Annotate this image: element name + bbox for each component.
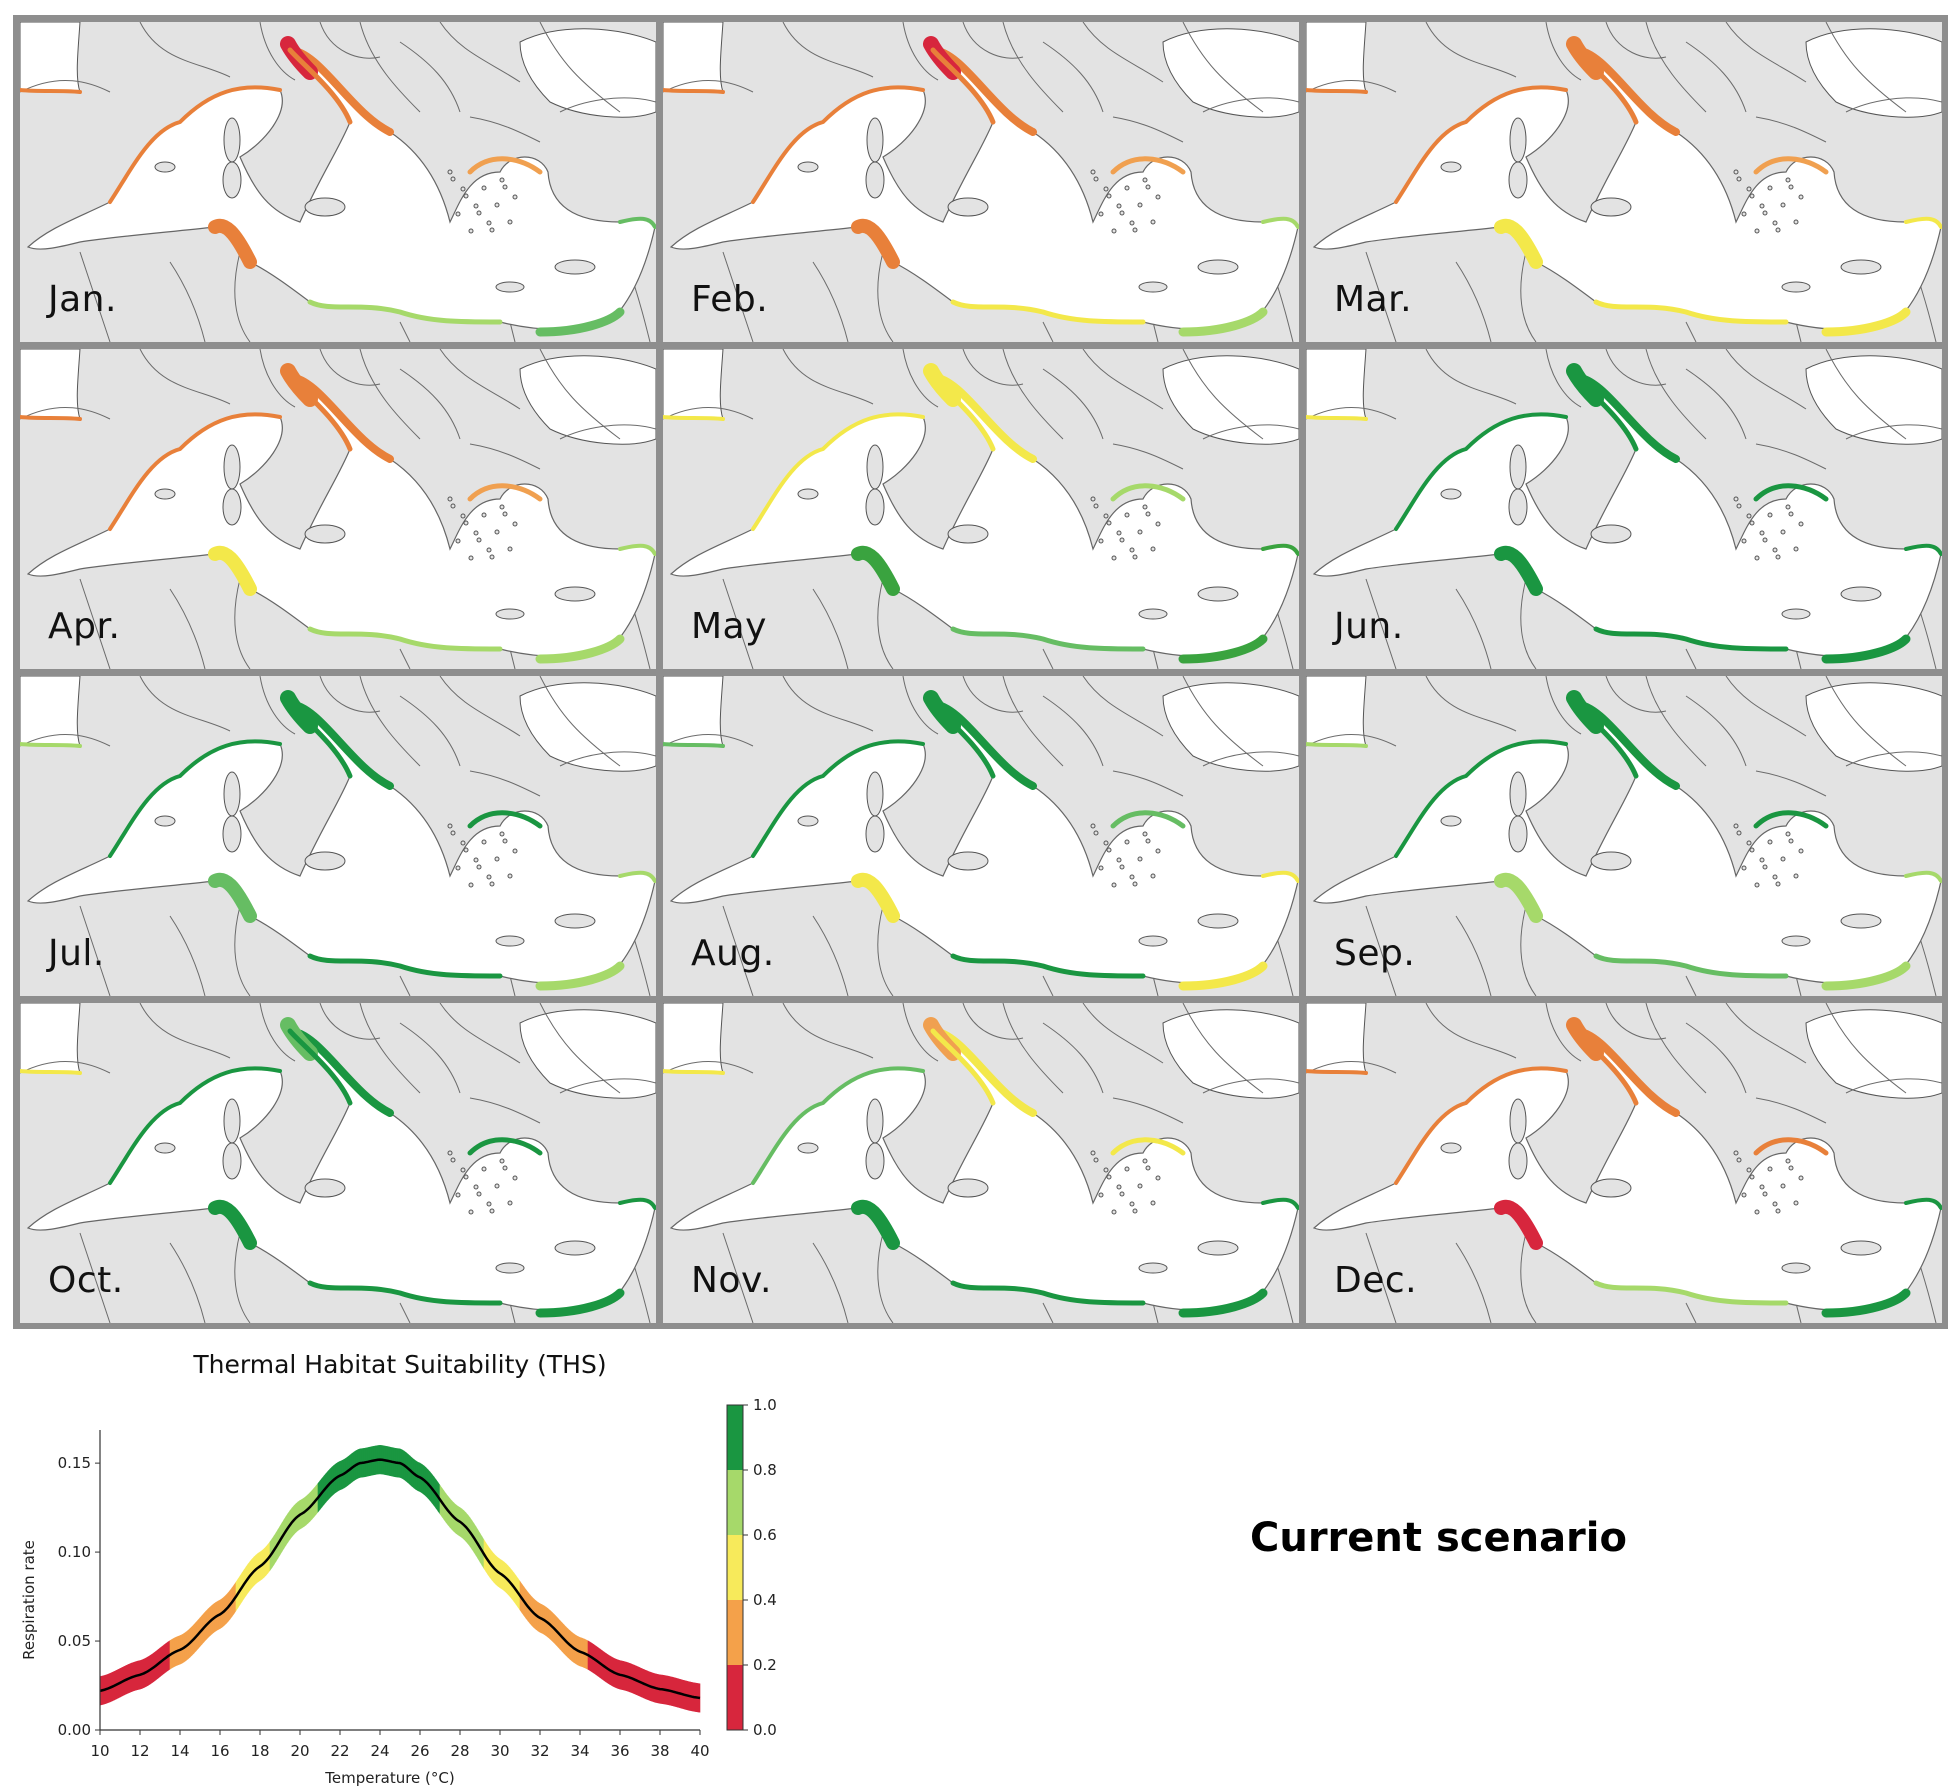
colorbar-tick-label: 0.2: [753, 1656, 777, 1674]
colorbar-tick-label: 0.0: [753, 1721, 777, 1739]
scenario-label: Current scenario: [1250, 1515, 1627, 1561]
x-tick-label: 24: [370, 1742, 389, 1760]
x-tick-label: 40: [690, 1742, 709, 1760]
month-label: Jan.: [48, 279, 117, 320]
x-axis-label: Temperature (°C): [324, 1769, 454, 1787]
colorbar-segment: [727, 1535, 743, 1600]
month-label: Dec.: [1334, 1260, 1418, 1301]
colorbar-segment: [727, 1405, 743, 1470]
y-tick-label: 0.15: [58, 1454, 91, 1472]
x-tick-label: 10: [90, 1742, 109, 1760]
colorbar-tick-label: 1.0: [753, 1396, 777, 1414]
x-tick-label: 22: [330, 1742, 349, 1760]
month-map: Oct.: [20, 1003, 656, 1323]
month-map: Apr.: [20, 349, 656, 669]
y-axis-label: Respiration rate: [20, 1540, 38, 1660]
map-svg: [20, 349, 656, 669]
month-map: Aug.: [663, 676, 1299, 996]
month-label: Jul.: [48, 933, 105, 974]
ths-chart: Thermal Habitat Suitability (THS) 10 12 14…: [20, 1350, 777, 1787]
month-map: Jun.: [1306, 349, 1942, 669]
map-svg: [663, 1003, 1299, 1323]
suitability-bands: [99, 1445, 701, 1713]
monthly-maps-grid: Jan. Feb. Mar. Apr. May Jun. Jul. Aug. Sep. Oct. N…: [13, 15, 1948, 1329]
colorbar-tick-label: 0.8: [753, 1461, 777, 1479]
month-map: Jul.: [20, 676, 656, 996]
x-tick-label: 16: [210, 1742, 229, 1760]
x-tick-label: 28: [450, 1742, 469, 1760]
month-label: Oct.: [48, 1260, 124, 1301]
y-tick-label: 0.05: [58, 1632, 91, 1650]
x-tick-label: 30: [490, 1742, 509, 1760]
colorbar: 0.0 0.2 0.4 0.6 0.8 1.0: [726, 1396, 777, 1739]
map-svg: [20, 1003, 656, 1323]
month-map: Sep.: [1306, 676, 1942, 996]
x-tick-label: 32: [530, 1742, 549, 1760]
map-svg: [20, 22, 656, 342]
x-tick-label: 14: [170, 1742, 189, 1760]
colorbar-tick-label: 0.6: [753, 1526, 777, 1544]
month-label: Nov.: [691, 1260, 772, 1301]
month-label: Mar.: [1334, 279, 1413, 320]
month-label: Apr.: [48, 606, 121, 647]
colorbar-segment: [727, 1665, 743, 1730]
x-tick-label: 12: [130, 1742, 149, 1760]
x-tick-label: 38: [650, 1742, 669, 1760]
month-label: May: [691, 606, 767, 647]
month-map: Nov.: [663, 1003, 1299, 1323]
respiration-curve: [99, 1458, 701, 1700]
month-map: May: [663, 349, 1299, 669]
x-tick-label: 20: [290, 1742, 309, 1760]
month-label: Jun.: [1334, 606, 1404, 647]
month-label: Sep.: [1334, 933, 1416, 974]
colorbar-segment: [727, 1600, 743, 1665]
colorbar-tick-label: 0.4: [753, 1591, 777, 1609]
map-svg: [1306, 349, 1942, 669]
month-map: Dec.: [1306, 1003, 1942, 1323]
chart-title: Thermal Habitat Suitability (THS): [192, 1350, 606, 1379]
month-label: Aug.: [691, 933, 775, 974]
x-tick-label: 36: [610, 1742, 629, 1760]
month-label: Feb.: [691, 279, 769, 320]
x-tick-label: 26: [410, 1742, 429, 1760]
month-map: Mar.: [1306, 22, 1942, 342]
map-svg: [1306, 1003, 1942, 1323]
chart-axes: 10 12 14 16 18 20 22 24 26 28 30 32 34 36 38 40 0.00 0.05…: [58, 1430, 710, 1760]
map-svg: [1306, 22, 1942, 342]
month-map: Feb.: [663, 22, 1299, 342]
map-svg: [20, 676, 656, 996]
month-map: Jan.: [20, 22, 656, 342]
colorbar-segment: [727, 1470, 743, 1535]
map-svg: [663, 22, 1299, 342]
map-svg: [663, 349, 1299, 669]
map-svg: [1306, 676, 1942, 996]
x-tick-label: 34: [570, 1742, 589, 1760]
map-svg: [663, 676, 1299, 996]
y-tick-label: 0.10: [58, 1543, 91, 1561]
x-tick-label: 18: [250, 1742, 269, 1760]
y-tick-label: 0.00: [58, 1721, 91, 1739]
